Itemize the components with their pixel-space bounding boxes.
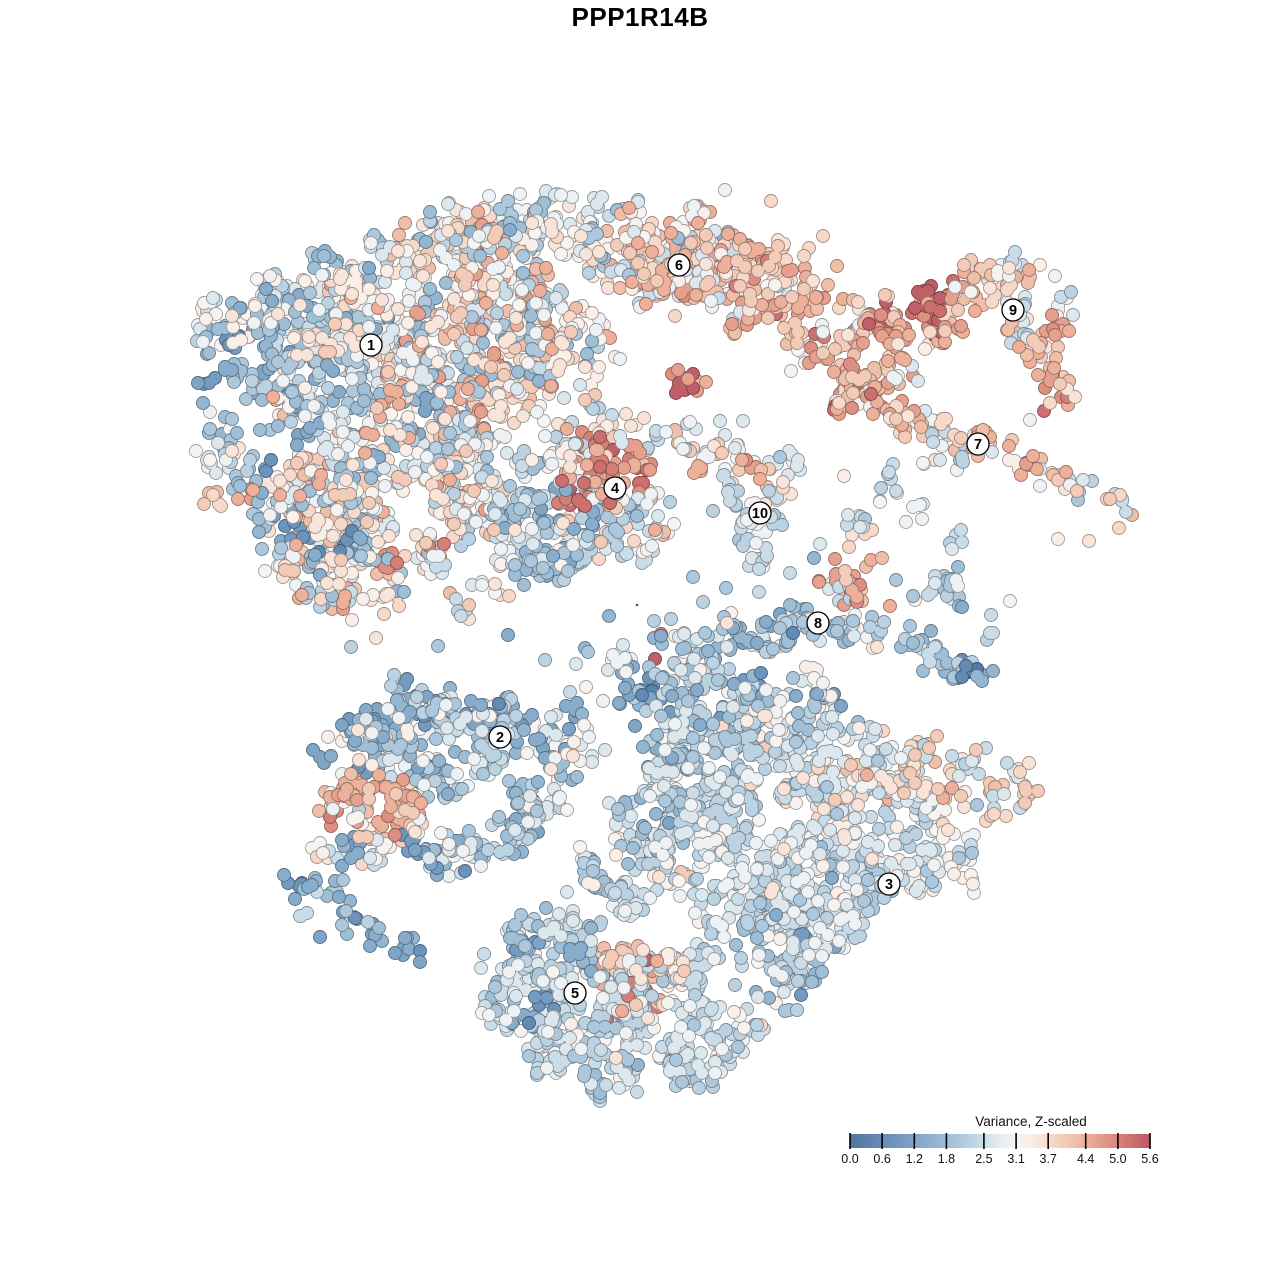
svg-text:9: 9 <box>1009 303 1017 319</box>
svg-text:3: 3 <box>885 877 893 893</box>
svg-text:5: 5 <box>571 986 579 1002</box>
svg-text:3.1: 3.1 <box>1007 1152 1024 1166</box>
svg-text:10: 10 <box>752 506 768 522</box>
svg-text:2.5: 2.5 <box>975 1152 992 1166</box>
svg-text:4.4: 4.4 <box>1077 1152 1094 1166</box>
svg-text:4: 4 <box>611 481 619 497</box>
svg-text:1: 1 <box>367 338 375 354</box>
svg-text:PPP1R14B: PPP1R14B <box>572 2 709 32</box>
svg-text:8: 8 <box>814 616 822 632</box>
svg-text:1.8: 1.8 <box>938 1152 955 1166</box>
svg-text:3.7: 3.7 <box>1040 1152 1057 1166</box>
svg-text:5.0: 5.0 <box>1109 1152 1126 1166</box>
svg-text:0.6: 0.6 <box>873 1152 890 1166</box>
svg-text:5.6: 5.6 <box>1141 1152 1158 1166</box>
svg-text:0.0: 0.0 <box>841 1152 858 1166</box>
svg-text:6: 6 <box>675 258 683 274</box>
svg-text:7: 7 <box>974 437 982 453</box>
svg-text:Variance, Z-scaled: Variance, Z-scaled <box>975 1114 1087 1129</box>
svg-text:2: 2 <box>496 730 504 746</box>
svg-text:1.2: 1.2 <box>906 1152 923 1166</box>
